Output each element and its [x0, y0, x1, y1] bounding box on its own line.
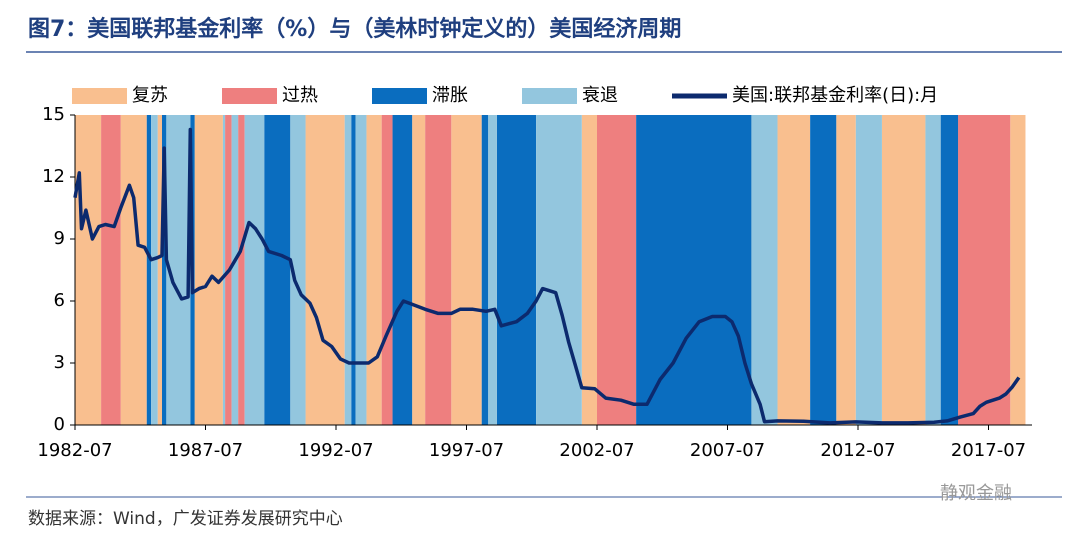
phase-band	[488, 115, 497, 425]
phase-band	[120, 115, 147, 425]
phase-band	[264, 115, 291, 425]
phase-band	[146, 115, 152, 425]
phase-band	[1010, 115, 1026, 425]
phase-band	[231, 115, 239, 425]
y-tick-label: 9	[54, 228, 65, 249]
phase-band	[366, 115, 382, 425]
phase-band	[425, 115, 452, 425]
x-tick-label: 2012-07	[820, 440, 895, 461]
phase-band	[194, 115, 223, 425]
x-tick-label: 2017-07	[951, 440, 1026, 461]
x-tick-label: 1997-07	[429, 440, 504, 461]
legend-swatch	[522, 88, 577, 104]
legend-label: 复苏	[132, 85, 168, 106]
phase-band	[881, 115, 926, 425]
phase-band	[290, 115, 306, 425]
phase-band	[75, 115, 102, 425]
x-tick-label: 2007-07	[690, 440, 765, 461]
y-tick-label: 3	[54, 352, 65, 373]
legend-label: 过热	[282, 85, 318, 106]
phase-band	[351, 115, 356, 425]
phase-band	[581, 115, 597, 425]
x-tick-label: 1982-07	[37, 440, 112, 461]
phase-band	[381, 115, 393, 425]
phase-band	[244, 115, 265, 425]
phase-bands	[75, 115, 1026, 425]
legend-label: 衰退	[582, 85, 618, 106]
phase-band	[392, 115, 413, 425]
y-tick-label: 15	[42, 104, 65, 125]
phase-band	[222, 115, 226, 425]
phase-band	[940, 115, 959, 425]
phase-band	[925, 115, 941, 425]
phase-band	[777, 115, 811, 425]
y-tick-label: 12	[42, 166, 65, 187]
x-tick-label: 1987-07	[168, 440, 243, 461]
phase-band	[636, 115, 752, 425]
phase-band	[101, 115, 121, 425]
chart-title: 图7：美国联邦基金利率（%）与（美林时钟定义的）美国经济周期	[28, 16, 681, 42]
y-tick-label: 0	[54, 414, 65, 435]
legend-swatch	[372, 88, 427, 104]
phase-band	[451, 115, 482, 425]
phase-band	[810, 115, 837, 425]
phase-band	[496, 115, 537, 425]
rate-line	[73, 127, 1021, 425]
phase-band	[151, 115, 158, 425]
legend-label: 美国:联邦基金利率(日):月	[732, 85, 938, 106]
phase-band	[855, 115, 882, 425]
phase-band	[836, 115, 856, 425]
x-tick-label: 2002-07	[559, 440, 634, 461]
phase-band	[355, 115, 367, 425]
source-note: 数据来源：Wind，广发证券发展研究中心	[28, 509, 343, 529]
y-tick-label: 6	[54, 290, 65, 311]
phase-band	[238, 115, 245, 425]
phase-band	[305, 115, 345, 425]
phase-band	[958, 115, 1011, 425]
legend-swatch	[72, 88, 127, 104]
legend-swatch	[222, 88, 277, 104]
phase-band	[412, 115, 426, 425]
phase-band	[162, 115, 167, 425]
x-tick-label: 1992-07	[298, 440, 373, 461]
legend-label: 滞胀	[432, 85, 468, 106]
phase-band	[751, 115, 778, 425]
phase-band	[166, 115, 191, 425]
phase-band	[157, 115, 162, 425]
watermark: 静观金融	[940, 483, 1012, 504]
phase-band	[597, 115, 637, 425]
phase-band	[536, 115, 582, 425]
phase-band	[481, 115, 489, 425]
phase-band	[344, 115, 352, 425]
